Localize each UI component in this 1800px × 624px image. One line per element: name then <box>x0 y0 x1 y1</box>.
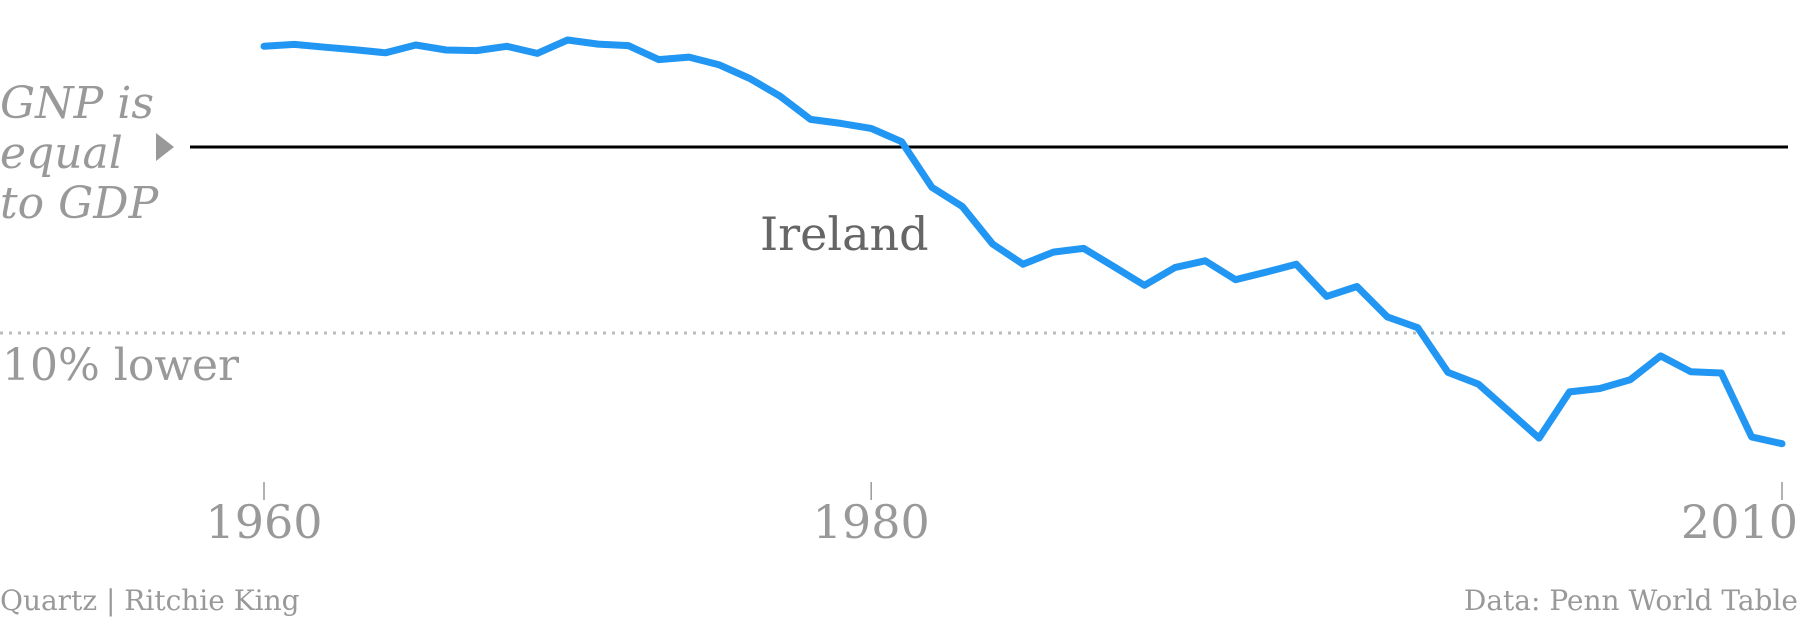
data-point <box>261 43 267 50</box>
data-point <box>716 61 723 68</box>
data-point <box>1748 433 1755 440</box>
reference-label-line1: GNP is <box>0 78 154 129</box>
data-point <box>746 75 753 82</box>
data-point <box>1020 261 1026 268</box>
data-point <box>1414 324 1421 331</box>
data-point <box>595 41 601 48</box>
data-point <box>1323 293 1330 300</box>
data-point <box>1111 263 1118 270</box>
data-point <box>1475 381 1482 388</box>
data-point <box>1505 408 1512 415</box>
data-point <box>1202 257 1209 264</box>
data-point <box>989 241 996 247</box>
ten-percent-lower-label: 10% lower <box>2 340 240 391</box>
data-point <box>503 43 510 50</box>
series-points <box>261 37 1785 447</box>
reference-arrow-icon <box>156 133 174 161</box>
data-point <box>1354 283 1360 290</box>
data-point <box>1262 269 1269 276</box>
data-point <box>1050 249 1057 256</box>
data-point <box>443 47 450 53</box>
data-point <box>1445 369 1451 376</box>
data-point <box>412 42 419 48</box>
footer-source: Data: Penn World Table <box>1464 584 1798 617</box>
series-line-ireland <box>260 36 1786 448</box>
data-point <box>291 41 298 48</box>
data-point <box>1232 276 1239 283</box>
data-point <box>686 54 692 61</box>
data-point <box>1141 282 1148 289</box>
data-point <box>1657 352 1664 359</box>
data-point <box>564 37 571 43</box>
data-point <box>1293 261 1300 268</box>
data-point <box>1566 388 1573 395</box>
x-tick-label: 1980 <box>813 495 930 549</box>
data-point <box>898 138 905 145</box>
data-point <box>1627 376 1634 383</box>
data-point <box>807 116 814 123</box>
data-point <box>1536 435 1543 442</box>
data-point <box>625 42 632 49</box>
footer-credit: Quartz | Ritchie King <box>0 584 300 617</box>
x-tick-label: 1960 <box>205 495 322 549</box>
data-point <box>837 120 844 127</box>
data-point <box>1171 264 1178 271</box>
data-point <box>928 184 935 191</box>
data-point <box>777 93 784 100</box>
data-point <box>1718 370 1725 376</box>
data-point <box>382 49 389 56</box>
data-point <box>1779 440 1785 447</box>
reference-label-line3: to GDP <box>0 178 160 229</box>
data-point <box>1596 385 1603 392</box>
x-axis: 1960 1980 2010 <box>205 482 1798 549</box>
data-point <box>1384 313 1391 320</box>
data-point <box>534 50 541 57</box>
data-point <box>1080 245 1087 252</box>
data-point <box>868 125 875 132</box>
data-point <box>473 47 480 54</box>
series-label-ireland: Ireland <box>760 207 929 261</box>
x-tick-label: 2010 <box>1681 495 1798 549</box>
data-point <box>655 56 662 63</box>
data-point <box>352 46 359 53</box>
data-point <box>959 203 966 210</box>
data-point <box>321 44 328 51</box>
reference-label-line2: equal <box>0 128 123 179</box>
data-point <box>1687 368 1694 375</box>
